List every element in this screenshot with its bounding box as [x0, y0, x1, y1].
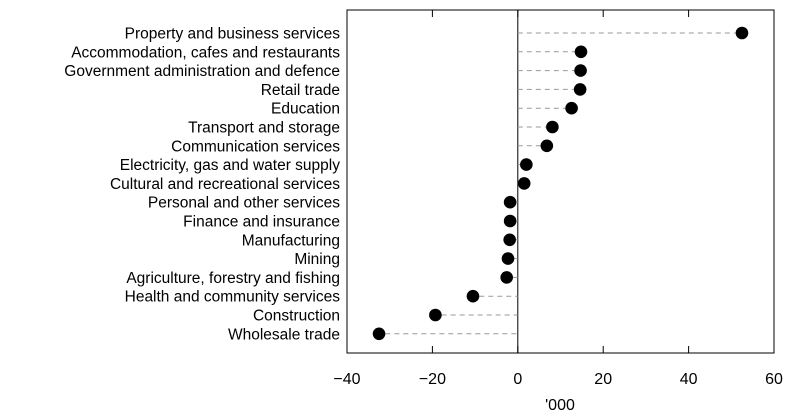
- category-label: Communication services: [171, 138, 340, 155]
- data-point: [504, 215, 517, 228]
- category-label: Retail trade: [261, 82, 340, 99]
- x-tick-label: 40: [680, 371, 698, 388]
- category-label: Wholesale trade: [228, 326, 340, 343]
- x-tick-labels: −40 −20 0 20 40 60: [333, 371, 783, 388]
- x-tick-label: 60: [765, 371, 783, 388]
- data-point: [504, 196, 517, 209]
- data-points: [373, 27, 749, 340]
- category-label: Construction: [253, 308, 340, 325]
- data-point: [503, 234, 516, 247]
- category-label: Personal and other services: [148, 195, 340, 212]
- bottom-ticks: [347, 346, 774, 353]
- x-tick-label: −40: [333, 371, 360, 388]
- leader-lines: [385, 33, 735, 334]
- category-label: Mining: [294, 251, 340, 268]
- data-point: [541, 140, 554, 153]
- category-label: Transport and storage: [188, 120, 340, 137]
- data-point: [574, 83, 587, 96]
- data-point: [502, 252, 515, 265]
- category-label: Property and business services: [125, 26, 341, 43]
- category-label: Education: [271, 101, 340, 118]
- category-label: Health and community services: [125, 289, 341, 306]
- x-tick-label: −20: [419, 371, 446, 388]
- category-label: Government administration and defence: [64, 63, 340, 80]
- category-labels: Property and business servicesAccommodat…: [64, 26, 340, 344]
- x-tick-label: 20: [594, 371, 612, 388]
- data-point: [373, 328, 386, 341]
- data-point: [574, 64, 587, 77]
- data-point: [575, 46, 588, 59]
- category-label: Agriculture, forestry and fishing: [126, 270, 340, 287]
- category-label: Manufacturing: [242, 232, 340, 249]
- category-label: Finance and insurance: [183, 214, 340, 231]
- data-point: [546, 121, 559, 134]
- data-point: [467, 290, 480, 303]
- data-point: [565, 102, 578, 115]
- category-label: Electricity, gas and water supply: [120, 157, 341, 174]
- category-label: Cultural and recreational services: [110, 176, 340, 193]
- plot-frame: [347, 10, 774, 353]
- data-point: [500, 271, 513, 284]
- top-ticks: [347, 10, 774, 17]
- data-point: [736, 27, 749, 40]
- data-point: [429, 309, 442, 322]
- x-axis-label: '000: [545, 397, 575, 414]
- category-label: Accommodation, cafes and restaurants: [71, 44, 340, 61]
- data-point: [520, 158, 533, 171]
- x-tick-label: 0: [513, 371, 522, 388]
- data-point: [518, 177, 531, 190]
